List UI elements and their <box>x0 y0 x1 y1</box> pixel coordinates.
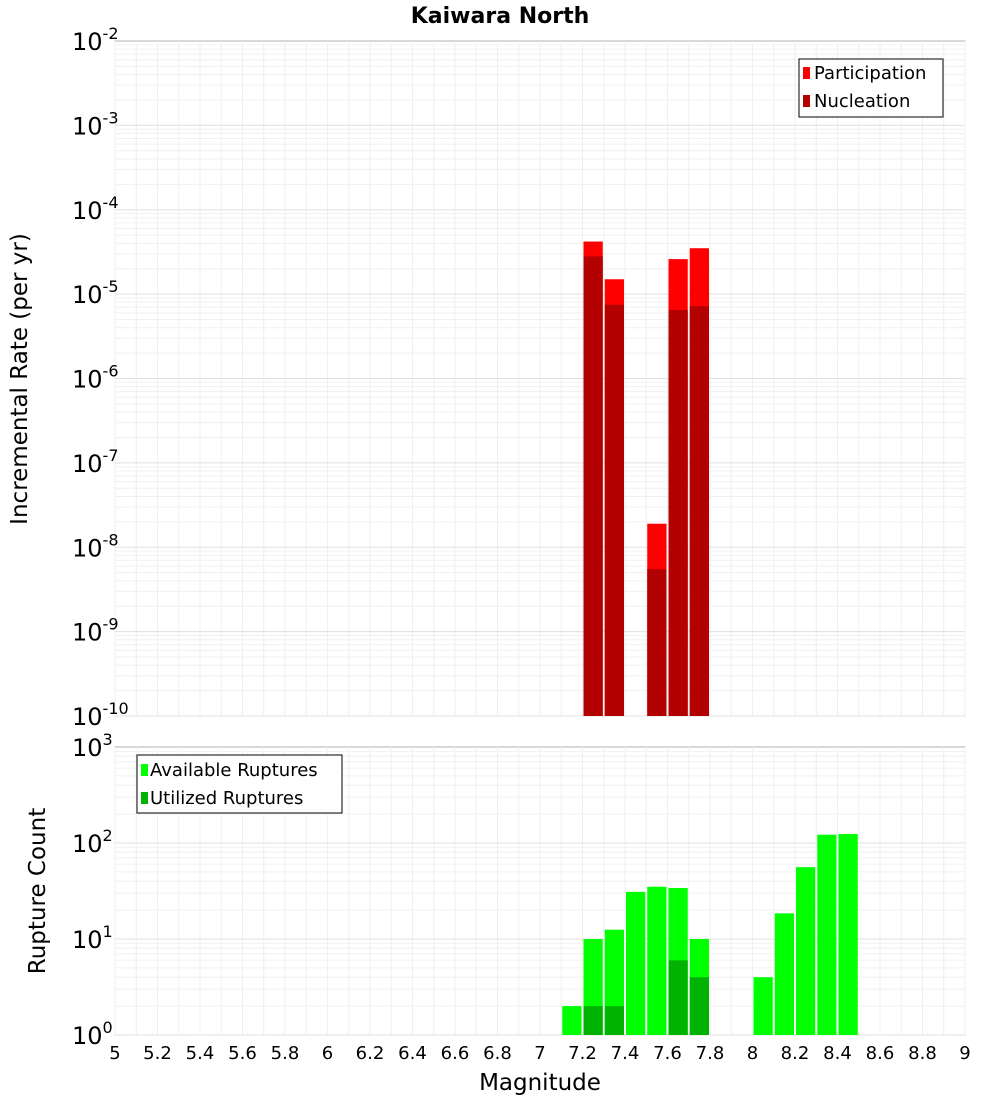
bottom-panel: 103 102 101 100 Rupture Count Available Rup… <box>25 730 966 1050</box>
y-tick-label: 10-4 <box>72 193 119 225</box>
x-tick-label: 9 <box>959 1043 970 1064</box>
top-y-axis-label: Incremental Rate (per yr) <box>7 233 33 525</box>
bar-nucleation <box>668 309 688 716</box>
bar-utilized-ruptures <box>583 1006 603 1035</box>
bar-nucleation <box>647 569 667 716</box>
legend-swatch-participation <box>803 67 810 79</box>
bar-utilized-ruptures <box>689 977 709 1035</box>
bar-available-ruptures <box>817 834 837 1035</box>
bar-available-ruptures <box>753 977 773 1035</box>
y-tick-label: 100 <box>72 1018 113 1050</box>
y-tick-label: 10-10 <box>72 699 129 731</box>
x-tick-label: 7.2 <box>568 1043 597 1064</box>
top-legend-box <box>798 58 944 118</box>
y-tick-label: 10-7 <box>72 446 119 478</box>
x-tick-label: 8.8 <box>908 1043 937 1064</box>
legend-swatch-utilized-ruptures <box>141 792 148 804</box>
x-tick-label: 5.4 <box>186 1043 215 1064</box>
top-bars <box>583 241 709 717</box>
y-tick-label: 10-8 <box>72 530 119 562</box>
x-tick-label: 5.2 <box>143 1043 172 1064</box>
bottom-bars <box>562 834 858 1035</box>
x-tick-label: 6 <box>322 1043 333 1064</box>
x-tick-label: 6.2 <box>356 1043 385 1064</box>
x-tick-label: 7 <box>534 1043 545 1064</box>
x-tick-label: 7.4 <box>611 1043 640 1064</box>
legend-label-nucleation: Nucleation <box>814 91 910 112</box>
x-tick-label: 8 <box>747 1043 758 1064</box>
bar-available-ruptures <box>838 834 858 1035</box>
y-tick-label: 103 <box>72 730 113 762</box>
x-tick-label: 6.6 <box>441 1043 470 1064</box>
y-tick-label: 102 <box>72 826 113 858</box>
x-tick-label: 5 <box>109 1043 120 1064</box>
y-tick-label: 10-5 <box>72 277 119 309</box>
chart-title: Kaiwara North <box>411 4 590 29</box>
legend-label-utilized-ruptures: Utilized Ruptures <box>150 788 303 809</box>
x-tick-label: 5.6 <box>228 1043 257 1064</box>
x-tick-label: 8.4 <box>823 1043 852 1064</box>
top-legend: Participation Nucleation <box>798 58 944 118</box>
bar-available-ruptures <box>562 1006 582 1035</box>
bar-available-ruptures <box>647 886 667 1035</box>
y-tick-label: 10-9 <box>72 615 119 647</box>
x-tick-label: 5.8 <box>271 1043 300 1064</box>
x-ticks: 5 5.2 5.4 5.6 5.8 6 6.2 6.4 6.6 6.8 7 7.2 7.4 7.6 7.8 8… <box>109 1043 970 1064</box>
bar-utilized-ruptures <box>668 960 688 1035</box>
x-axis-label: Magnitude <box>479 1070 601 1096</box>
top-grid <box>114 41 966 717</box>
legend-label-participation: Participation <box>814 63 926 84</box>
y-tick-label: 10-2 <box>72 24 119 56</box>
top-panel: 10-2 10-3 10-4 10-5 10-6 10-7 10-8 10-9 10-10 In… <box>7 24 966 731</box>
legend-label-available-ruptures: Available Ruptures <box>150 760 318 781</box>
y-tick-label: 101 <box>72 922 113 954</box>
top-y-ticks: 10-2 10-3 10-4 10-5 10-6 10-7 10-8 10-9 10-10 <box>72 24 129 731</box>
bar-nucleation <box>604 304 624 716</box>
y-tick-label: 10-3 <box>72 108 119 140</box>
bottom-legend: Available Ruptures Utilized Ruptures <box>136 754 343 814</box>
bottom-y-axis-label: Rupture Count <box>25 808 51 974</box>
bar-available-ruptures <box>626 891 646 1035</box>
bar-available-ruptures <box>774 913 794 1035</box>
bar-available-ruptures <box>796 867 816 1035</box>
bar-nucleation <box>689 306 709 716</box>
x-tick-label: 7.8 <box>696 1043 725 1064</box>
bar-nucleation <box>583 256 603 716</box>
x-tick-label: 8.6 <box>866 1043 895 1064</box>
x-tick-label: 6.4 <box>398 1043 427 1064</box>
x-tick-label: 8.2 <box>781 1043 810 1064</box>
legend-swatch-nucleation <box>803 95 810 107</box>
bottom-legend-box <box>136 754 343 814</box>
legend-swatch-available-ruptures <box>141 764 148 776</box>
bottom-y-ticks: 103 102 101 100 <box>72 730 113 1050</box>
y-tick-label: 10-6 <box>72 362 119 394</box>
bar-utilized-ruptures <box>604 1006 624 1035</box>
x-tick-label: 6.8 <box>483 1043 512 1064</box>
x-tick-label: 7.6 <box>653 1043 682 1064</box>
